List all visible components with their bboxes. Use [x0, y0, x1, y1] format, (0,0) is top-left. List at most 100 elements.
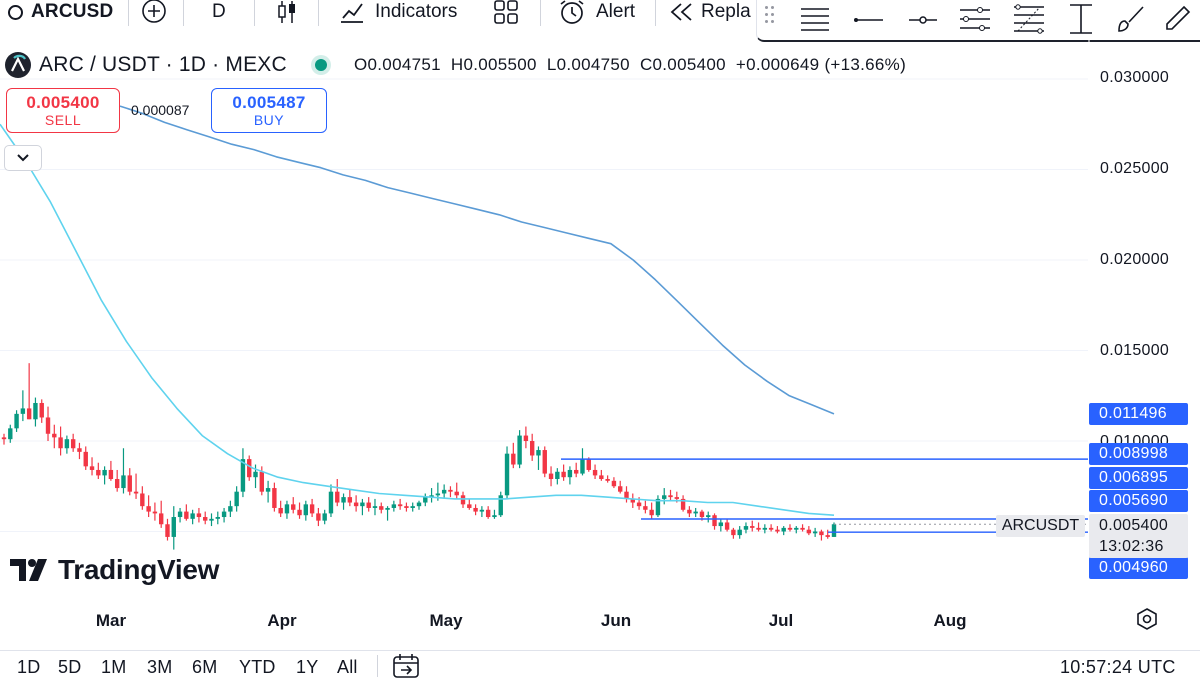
plus-circle-icon — [142, 0, 166, 23]
candle-body — [102, 469, 107, 476]
candle-body — [309, 504, 315, 514]
symbol-search-button[interactable]: ARCUSD — [8, 0, 113, 24]
layouts-button[interactable] — [493, 0, 519, 24]
tradingview-mark-icon — [10, 559, 47, 581]
candle-body — [64, 439, 70, 449]
alarm-clock-icon — [560, 0, 584, 24]
candle-body — [743, 526, 749, 530]
interval-button[interactable]: D — [212, 0, 226, 24]
ohlc-values: O0.004751 H0.005500 L0.004750 C0.005400 … — [354, 55, 906, 75]
sell-button[interactable]: 0.005400 SELL — [6, 88, 120, 133]
fib-retracement-tool[interactable] — [1011, 4, 1047, 34]
indicators-button[interactable]: Indicators — [339, 0, 457, 24]
candle-body — [272, 488, 277, 508]
range-button[interactable]: 5D — [58, 657, 82, 677]
candle-body — [58, 437, 63, 449]
range-button[interactable]: 1Y — [296, 657, 319, 677]
candle-body — [372, 506, 378, 508]
horizontal-line-tool[interactable] — [905, 4, 941, 34]
ma-long-line — [119, 105, 835, 415]
chart-type-button[interactable] — [274, 0, 300, 24]
utc-clock[interactable]: 10:57:24 UTC — [1060, 657, 1176, 677]
candle-body — [297, 509, 302, 516]
compare-add-button[interactable] — [141, 0, 167, 24]
fib-icon — [1014, 4, 1044, 34]
candle-body — [140, 493, 145, 507]
drag-handle[interactable] — [765, 6, 777, 30]
horizontal-line-point-icon — [909, 16, 937, 24]
high-value: 0.005500 — [463, 55, 537, 74]
symbol-label: ARCUSD — [31, 1, 114, 22]
candle-body — [573, 469, 579, 474]
symbol-price-tag: ARCUSDT — [996, 515, 1085, 537]
replay-button[interactable]: Repla — [669, 0, 751, 24]
more-tools-button[interactable] — [1159, 4, 1195, 34]
candle-body — [190, 513, 195, 519]
candle-body — [605, 479, 610, 481]
horizontal-ray-tool[interactable] — [851, 4, 887, 34]
candle-body — [70, 439, 76, 449]
candle-body — [787, 527, 793, 530]
spread-value: 0.000087 — [131, 102, 190, 118]
brush-tool[interactable] — [1113, 4, 1149, 34]
candle-body — [423, 497, 428, 503]
price-chart[interactable] — [0, 40, 1200, 640]
indicators-icon — [341, 3, 363, 23]
candle-body — [485, 509, 491, 518]
candle-body — [385, 507, 390, 510]
candle-body — [52, 433, 57, 438]
candle-body — [548, 473, 554, 480]
range-button[interactable]: 1M — [101, 657, 127, 677]
candle-body — [542, 450, 547, 474]
candle-body — [448, 489, 453, 492]
tradingview-logo[interactable]: TradingView — [10, 554, 219, 586]
candle-body — [567, 469, 573, 478]
candle-body — [479, 509, 485, 512]
candle-body — [561, 471, 566, 478]
symbol-legend: ARC / USDT · 1D · MEXC — [0, 50, 327, 80]
candle-body — [523, 435, 529, 441]
candle-body — [536, 450, 541, 456]
range-button[interactable]: All — [337, 657, 358, 677]
range-button[interactable]: 3M — [147, 657, 173, 677]
market-status-icon[interactable] — [314, 59, 327, 71]
candle-body — [133, 491, 139, 494]
candle-body — [416, 502, 422, 507]
candle-body — [712, 515, 717, 527]
candle-body — [253, 471, 258, 478]
lines-icon — [801, 8, 829, 31]
measure-tool[interactable] — [1063, 4, 1099, 34]
candle-body — [177, 511, 183, 518]
pencil-icon — [1166, 5, 1191, 30]
alert-button[interactable]: Alert — [558, 0, 635, 24]
legend-collapse-button[interactable] — [4, 145, 42, 171]
candle-body — [454, 491, 459, 496]
ma-short-price-tag: 0.006895 — [1089, 467, 1188, 489]
candle-body — [737, 529, 742, 536]
indicators-label: Indicators — [375, 1, 458, 22]
chart-settings-button[interactable] — [1135, 607, 1159, 631]
range-button[interactable]: 1D — [17, 657, 41, 677]
goto-date-icon[interactable] — [392, 653, 420, 679]
candle-body — [706, 515, 711, 518]
candle-body — [96, 469, 101, 476]
candle-body — [152, 511, 158, 514]
candles-icon — [278, 1, 295, 23]
time-tick: Mar — [95, 611, 127, 630]
range-button[interactable]: YTD — [239, 657, 276, 677]
last-price-tag: 0.005400 13:02:36 — [1089, 514, 1188, 558]
range-button[interactable]: 6M — [192, 657, 218, 677]
parallel-channel-tool[interactable] — [957, 4, 993, 34]
candle-body — [247, 459, 252, 478]
horizontal-lines-tool[interactable] — [797, 4, 833, 34]
candle-body — [291, 504, 296, 510]
candle-body — [14, 413, 19, 429]
candle-body — [750, 526, 755, 528]
low-value: 0.004750 — [556, 55, 630, 74]
close-label: C — [639, 55, 653, 74]
candle-body — [410, 506, 415, 508]
candle-body — [278, 507, 283, 514]
candle-body — [680, 498, 686, 510]
candle-body — [662, 495, 667, 499]
buy-button[interactable]: 0.005487 BUY — [211, 88, 327, 133]
